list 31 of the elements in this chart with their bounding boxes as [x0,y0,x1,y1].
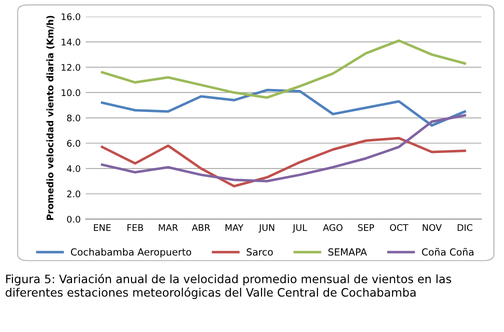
y-tick-label: 6.0 [67,140,80,147]
line-series [100,39,466,99]
x-tick-label: AGO [322,224,343,231]
legend-label: SEMAPA [328,248,367,256]
y-tick-label: 8.0 [67,114,80,122]
y-tick-label: 12.0 [62,64,80,71]
line-series [100,114,466,182]
line-series [100,88,466,127]
legend-label: Coña Coña [422,248,474,256]
text: Figura 5: Variación anual de la velocidad promedio mensual de vientos en las diferentes estaciones meteorológicas del Valle Central de Cochabamba [6,274,452,299]
y-tick-label: 10.0 [62,89,80,96]
x-tick-label: MAY [226,224,244,231]
legend-label: Cochabamba Aeropuerto [70,248,192,258]
x-tick-label: MAR [158,224,178,231]
legend-label: Sarco [246,248,273,256]
y-tick-label: 14.0 [62,38,80,46]
y-axis-title: Promedio velocidad viento diaria (Km/h) [46,16,54,220]
x-tick-label: OCT [390,224,408,231]
y-tick-label: 0.0 [67,216,80,223]
x-tick-label: JUL [292,224,308,233]
x-tick-label: JUN [258,224,274,233]
y-tick-label: 2.0 [67,190,80,198]
x-tick-label: ABR [192,224,210,231]
y-tick-label: 16.0 [62,13,80,20]
x-tick-label: DIC [458,224,472,231]
x-tick-label: ENE [94,224,111,231]
x-tick-label: NOV [422,224,442,231]
line-series [100,136,466,188]
y-tick-label: 4.0 [66,165,80,172]
x-tick-label: FEB [127,224,144,231]
x-tick-label: SEP [358,224,374,231]
